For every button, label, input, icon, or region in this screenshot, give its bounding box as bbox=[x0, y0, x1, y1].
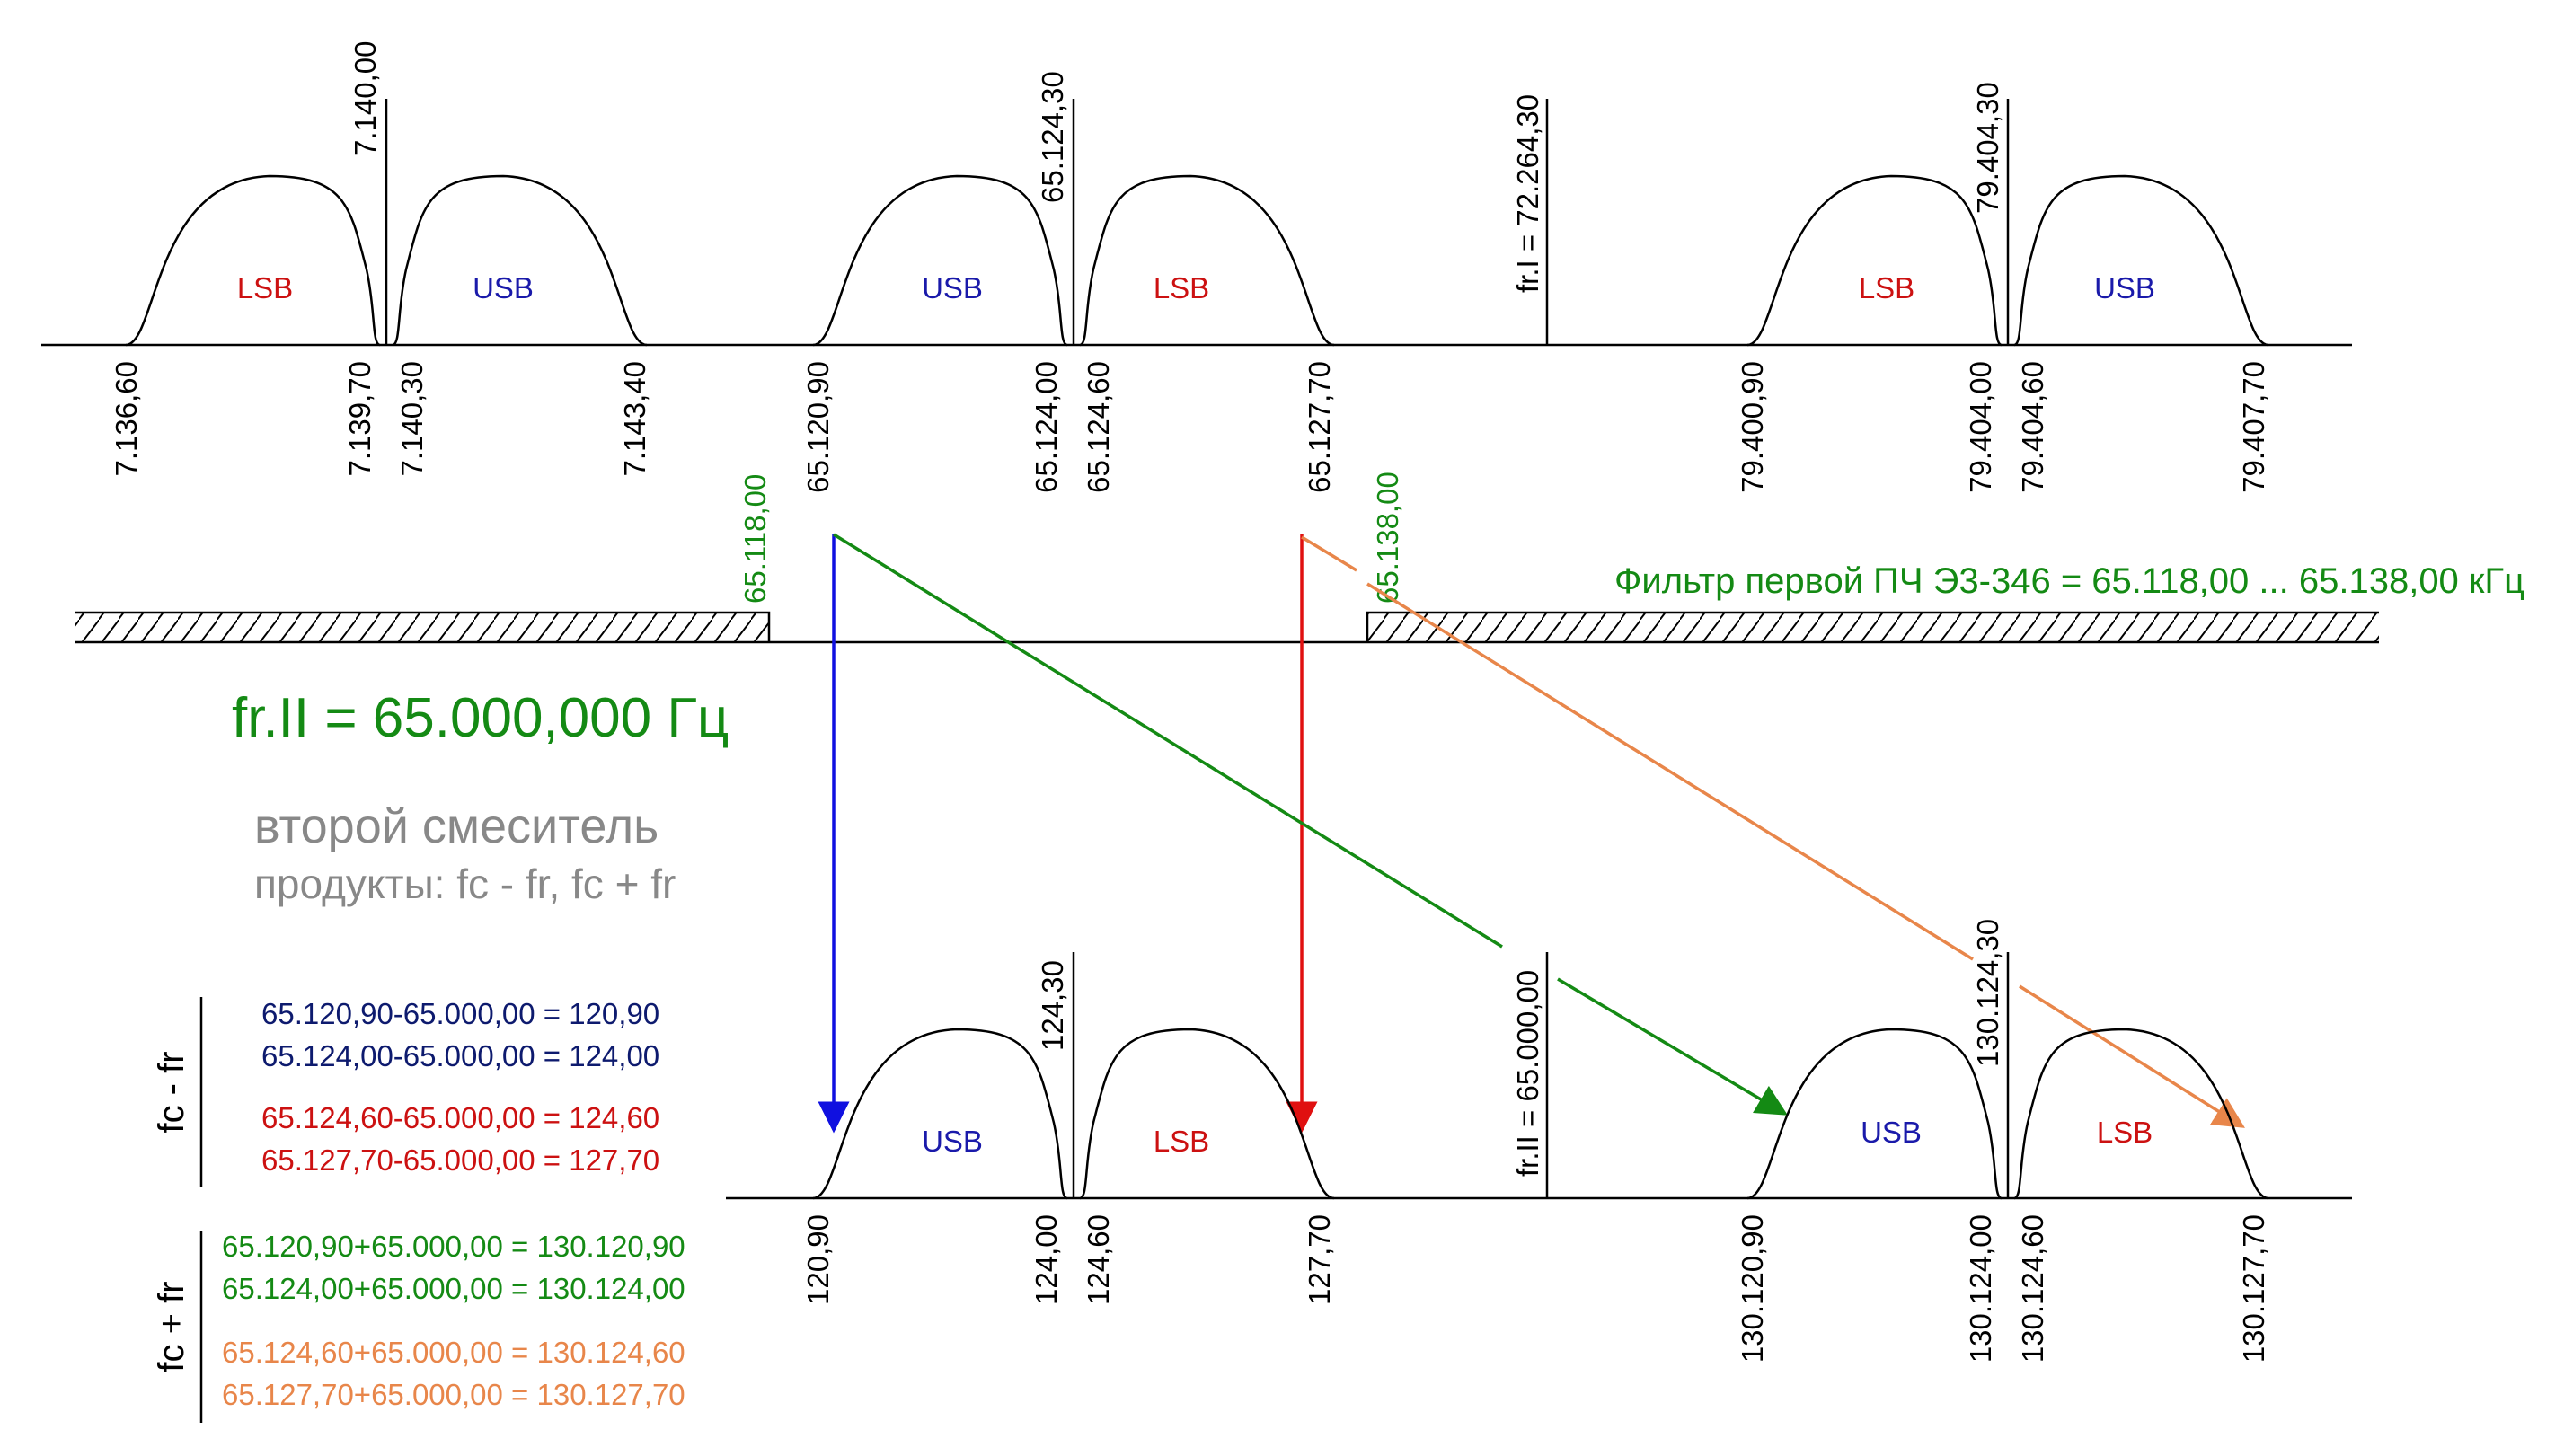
bottom-spectrum: 124,30 USB LSB 120,90 124,00 124,60 127,… bbox=[726, 919, 2352, 1363]
arrow-orange-1 bbox=[1301, 535, 1357, 572]
arrow-green-1 bbox=[833, 533, 1503, 949]
top-g1-right-sb: USB bbox=[473, 271, 534, 304]
filter-label: Фильтр первой ПЧ Э3-346 = 65.118,00 ... … bbox=[1614, 561, 2524, 601]
filter-low-edge-label: 65.118,00 bbox=[738, 474, 772, 604]
top-g2-tick-3: 65.124,60 bbox=[1082, 361, 1115, 493]
bottom-g2-tick-2: 130.124,00 bbox=[1964, 1214, 1997, 1363]
bottom-group-1: 124,30 USB LSB 120,90 124,00 124,60 127,… bbox=[801, 952, 1336, 1305]
top-g1-tick-2: 7.139,70 bbox=[343, 361, 376, 476]
bottom-lo2-label: fr.II = 65.000,00 bbox=[1511, 970, 1544, 1177]
bottom-g2-carrier-label: 130.124,30 bbox=[1971, 919, 2004, 1067]
arrow-green-2 bbox=[1557, 977, 1789, 1116]
bottom-g2-tick-1: 130.120,90 bbox=[1736, 1214, 1769, 1363]
sum-eq-1: 65.120,90+65.000,00 = 130.120,90 bbox=[222, 1230, 685, 1263]
sum-eq-4: 65.127,70+65.000,00 = 130.127,70 bbox=[222, 1378, 685, 1411]
top-g3-usb-lobe bbox=[2013, 174, 2269, 347]
top-g1-carrier-label: 7.140,00 bbox=[349, 41, 382, 156]
arrow-orange-2 bbox=[1366, 582, 1974, 961]
top-g2-usb-lobe bbox=[812, 174, 1068, 347]
filter-stopband-right-outline bbox=[1366, 611, 2379, 642]
top-g1-tick-1: 7.136,60 bbox=[110, 361, 143, 476]
top-g1-tick-3: 7.140,30 bbox=[395, 361, 429, 476]
top-g3-left-sb: LSB bbox=[1859, 271, 1914, 304]
bottom-g1-usb-lobe bbox=[812, 1028, 1068, 1200]
top-g1-usb-lobe bbox=[392, 174, 648, 347]
top-g2-right-sb: LSB bbox=[1154, 271, 1209, 304]
top-g2-carrier-label: 65.124,30 bbox=[1036, 71, 1069, 203]
diff-eq-2: 65.124,00-65.000,00 = 124,00 bbox=[261, 1039, 659, 1072]
top-g1-tick-4: 7.143,40 bbox=[618, 361, 651, 476]
diff-eq-4: 65.127,70-65.000,00 = 127,70 bbox=[261, 1143, 659, 1177]
sum-equations: fc + fr 65.120,90+65.000,00 = 130.120,90… bbox=[152, 1230, 685, 1423]
top-g2-lsb-lobe bbox=[1079, 174, 1335, 347]
top-g3-lsb-lobe bbox=[1746, 174, 2003, 347]
if1-filter: 65.118,00 65.138,00 Фильтр первой ПЧ Э3-… bbox=[75, 472, 2524, 644]
top-g2-tick-2: 65.124,00 bbox=[1030, 361, 1063, 493]
bottom-g1-tick-1: 120,90 bbox=[801, 1214, 835, 1305]
bottom-g1-left-sb: USB bbox=[922, 1125, 983, 1158]
bottom-g2-tick-4: 130.127,70 bbox=[2237, 1214, 2270, 1363]
bottom-g1-tick-4: 127,70 bbox=[1303, 1214, 1336, 1305]
sum-eq-2: 65.124,00+65.000,00 = 130.124,00 bbox=[222, 1272, 685, 1305]
top-g2-tick-1: 65.120,90 bbox=[801, 361, 835, 493]
top-group-1: 7.140,00 LSB USB 7.136,60 7.139,70 7.140… bbox=[110, 41, 651, 477]
top-g3-tick-1: 79.400,90 bbox=[1736, 361, 1769, 493]
bottom-g2-tick-3: 130.124,60 bbox=[2016, 1214, 2049, 1363]
bottom-g1-lsb-lobe bbox=[1079, 1028, 1335, 1200]
bottom-g2-right-sb: LSB bbox=[2097, 1116, 2153, 1149]
top-g3-right-sb: USB bbox=[2094, 271, 2155, 304]
top-g1-lsb-lobe bbox=[125, 174, 381, 347]
top-group-3: 79.404,30 LSB USB 79.400,90 79.404,00 79… bbox=[1736, 82, 2270, 493]
mixer-title: второй смеситель bbox=[254, 799, 659, 853]
diff-label: fc - fr bbox=[152, 1051, 191, 1133]
bottom-g1-carrier-label: 124,30 bbox=[1036, 960, 1069, 1051]
filter-stopband-left-outline bbox=[75, 611, 771, 642]
conversion-arrows bbox=[818, 533, 2245, 1134]
mixer-products: продукты: fc - fr, fc + fr bbox=[254, 860, 676, 907]
bottom-g1-right-sb: LSB bbox=[1154, 1125, 1209, 1158]
top-g2-tick-4: 65.127,70 bbox=[1303, 361, 1336, 493]
diff-eq-1: 65.120,90-65.000,00 = 120,90 bbox=[261, 997, 659, 1030]
top-g3-tick-4: 79.407,70 bbox=[2237, 361, 2270, 493]
diff-eq-3: 65.124,60-65.000,00 = 124,60 bbox=[261, 1101, 659, 1134]
top-group-2: 65.124,30 USB LSB 65.120,90 65.124,00 65… bbox=[801, 71, 1336, 493]
sum-eq-3: 65.124,60+65.000,00 = 130.124,60 bbox=[222, 1336, 685, 1369]
bottom-g2-lsb-lobe bbox=[2013, 1028, 2269, 1200]
top-lo1-label: fr.I = 72.264,30 bbox=[1511, 94, 1544, 293]
arrow-orange-3 bbox=[2019, 984, 2245, 1128]
top-g3-tick-2: 79.404,00 bbox=[1964, 361, 1997, 493]
filter-stopband-left bbox=[75, 613, 769, 642]
difference-equations: fc - fr 65.120,90-65.000,00 = 120,90 65.… bbox=[152, 997, 659, 1187]
bottom-g2-usb-lobe bbox=[1746, 1028, 2003, 1200]
top-g3-tick-3: 79.404,60 bbox=[2016, 361, 2049, 493]
bottom-group-2: 130.124,30 USB LSB 130.120,90 130.124,00… bbox=[1736, 919, 2270, 1363]
sum-label: fc + fr bbox=[152, 1281, 191, 1372]
bottom-g1-tick-2: 124,00 bbox=[1030, 1214, 1063, 1305]
filter-high-edge-label: 65.138,00 bbox=[1371, 472, 1404, 604]
lo2-title: fr.II = 65.000,000 Гц bbox=[232, 687, 729, 749]
top-g3-carrier-label: 79.404,30 bbox=[1971, 82, 2004, 214]
filter-stopband-right bbox=[1367, 613, 2379, 642]
bottom-g1-tick-3: 124,60 bbox=[1082, 1214, 1115, 1305]
top-g2-left-sb: USB bbox=[922, 271, 983, 304]
top-spectrum: 7.140,00 LSB USB 7.136,60 7.139,70 7.140… bbox=[41, 41, 2352, 493]
top-g1-left-sb: LSB bbox=[237, 271, 293, 304]
bottom-g2-left-sb: USB bbox=[1861, 1116, 1922, 1149]
